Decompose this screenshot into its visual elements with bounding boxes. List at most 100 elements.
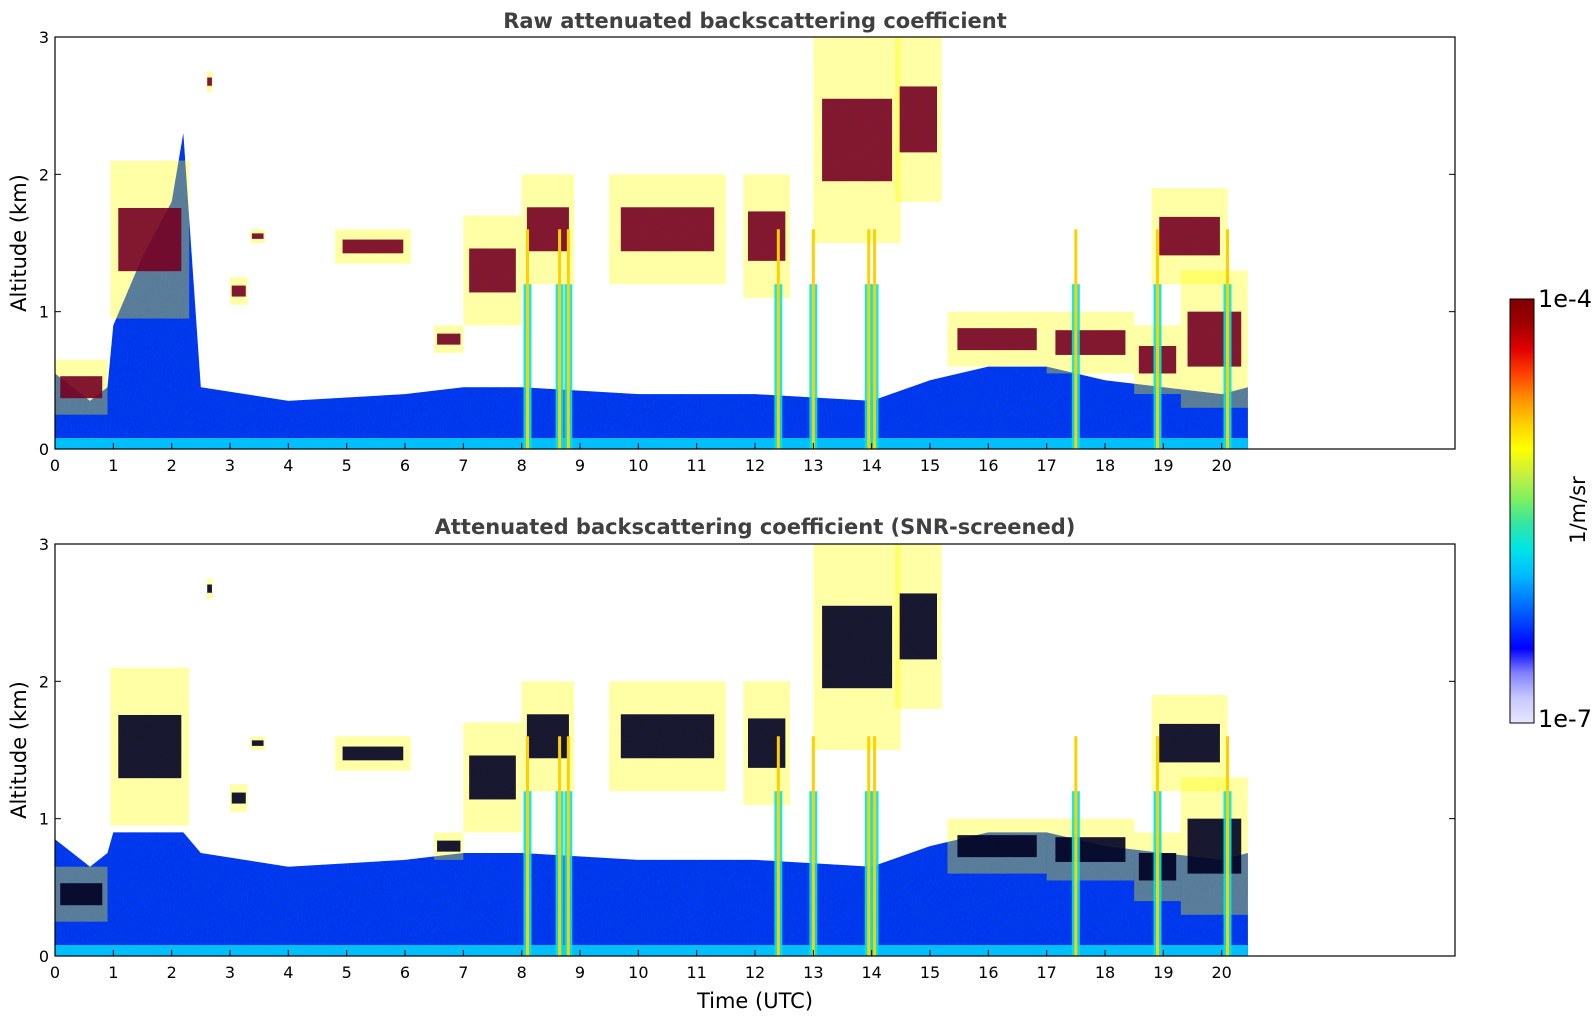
precip-core — [558, 736, 562, 956]
cloud-layer — [469, 248, 516, 293]
cloud-layer — [60, 376, 103, 399]
precip-core — [776, 229, 780, 449]
colorbar: 1e-4 1e-7 1/m/sr — [1509, 285, 1592, 733]
cloud-layer — [118, 714, 182, 779]
cloud-layer — [60, 883, 103, 906]
x-tick-label: 18 — [1095, 456, 1115, 475]
precip-core — [1156, 229, 1159, 449]
panel-raw-title: Raw attenuated backscattering coefficien… — [503, 9, 1007, 33]
precip-core — [776, 736, 780, 956]
x-tick-label: 10 — [628, 963, 648, 982]
cloud-layer — [118, 207, 182, 272]
cloud-layer — [207, 584, 212, 593]
y-tick-label: 0 — [39, 947, 49, 966]
x-tick-label: 8 — [517, 963, 527, 982]
x-tick-label: 12 — [745, 963, 765, 982]
x-tick-label: 19 — [1153, 456, 1173, 475]
x-tick-label: 5 — [342, 963, 352, 982]
y-tick-label: 3 — [39, 535, 49, 554]
x-tick-label: 1 — [108, 963, 118, 982]
cloud-layers — [55, 37, 1248, 415]
x-tick-label: 17 — [1036, 456, 1056, 475]
cloud-layer — [822, 605, 893, 689]
cloud-layer — [1187, 311, 1242, 367]
cloud-layer — [342, 746, 404, 761]
panel-raw-y-ticks: 0 1 2 3 — [39, 28, 1455, 459]
cloud-layer — [469, 755, 516, 800]
noise-field — [55, 37, 1248, 449]
cloud-layer — [899, 593, 937, 660]
colorbar-gradient — [1509, 298, 1535, 724]
x-tick-label: 5 — [342, 456, 352, 475]
cloud-layer — [822, 98, 893, 182]
precip-core — [1074, 736, 1078, 956]
x-tick-label: 13 — [803, 963, 823, 982]
precip-core — [811, 736, 815, 956]
y-tick-label: 3 — [39, 28, 49, 47]
cloud-layer — [899, 86, 937, 153]
x-tick-label: 4 — [283, 456, 293, 475]
x-tick-label: 9 — [575, 456, 585, 475]
x-tick-label: 2 — [167, 963, 177, 982]
panel-raw-heatmap — [55, 37, 1248, 449]
precip-core — [526, 229, 529, 449]
cloud-layer — [251, 740, 264, 746]
cloud-layer — [231, 792, 246, 804]
cloud-layer — [526, 207, 569, 252]
x-tick-label: 19 — [1153, 963, 1173, 982]
panel-screened-heatmap — [55, 544, 1248, 956]
cloud-layers — [55, 544, 1248, 922]
panel-raw: Raw attenuated backscattering coefficien… — [7, 9, 1456, 475]
precip-core — [566, 736, 570, 956]
cloud-layer — [1055, 330, 1126, 355]
x-tick-label: 12 — [745, 456, 765, 475]
x-tick-label: 2 — [167, 456, 177, 475]
x-tick-label: 8 — [517, 456, 527, 475]
x-tick-label: 16 — [978, 963, 998, 982]
cloud-layer — [207, 77, 212, 86]
x-tick-label: 7 — [458, 456, 468, 475]
x-tick-label: 0 — [50, 456, 60, 475]
precip-core — [873, 736, 877, 956]
cloud-layer — [1055, 837, 1126, 862]
precip-core — [873, 229, 877, 449]
x-tick-label: 20 — [1211, 963, 1231, 982]
x-tick-label: 0 — [50, 963, 60, 982]
x-tick-label: 14 — [861, 456, 881, 475]
colorbar-min-label: 1e-7 — [1538, 705, 1592, 733]
precip-core — [1074, 229, 1078, 449]
precip-core — [1226, 736, 1229, 956]
colorbar-max-label: 1e-4 — [1538, 285, 1592, 313]
x-tick-label: 13 — [803, 456, 823, 475]
surface-layer — [55, 438, 1248, 449]
x-tick-label: 6 — [400, 963, 410, 982]
panel-screened-x-ticks: 0 1 2 3 4 5 6 7 8 9 10 11 12 13 14 15 16 17 18 19 20 — [50, 950, 1232, 982]
panel-screened: Attenuated backscattering coefficient (S… — [7, 515, 1456, 1013]
x-tick-label: 10 — [628, 456, 648, 475]
cloud-layer — [231, 285, 246, 297]
x-tick-label: 3 — [225, 456, 235, 475]
precip-core — [566, 229, 570, 449]
panel-raw-ylabel: Altitude (km) — [7, 174, 31, 312]
precipitation-shafts — [523, 229, 1232, 449]
cloud-layer — [620, 207, 715, 252]
y-tick-label: 1 — [39, 810, 49, 829]
panel-screened-y-ticks: 0 1 2 3 — [39, 535, 1455, 966]
precip-core — [811, 229, 815, 449]
cloud-layer — [620, 714, 715, 759]
y-tick-label: 0 — [39, 440, 49, 459]
x-tick-label: 17 — [1036, 963, 1056, 982]
cloud-layer — [1159, 216, 1220, 256]
panel-screened-title: Attenuated backscattering coefficient (S… — [435, 515, 1076, 539]
precip-core — [1156, 736, 1159, 956]
x-tick-label: 11 — [686, 963, 706, 982]
x-tick-label: 16 — [978, 456, 998, 475]
boundary-layer — [55, 832, 1248, 956]
y-tick-label: 2 — [39, 672, 49, 691]
x-tick-label: 4 — [283, 963, 293, 982]
cloud-layer — [957, 328, 1037, 351]
panel-screened-xlabel: Time (UTC) — [696, 989, 813, 1013]
y-tick-label: 2 — [39, 165, 49, 184]
cloud-layer — [342, 239, 404, 254]
